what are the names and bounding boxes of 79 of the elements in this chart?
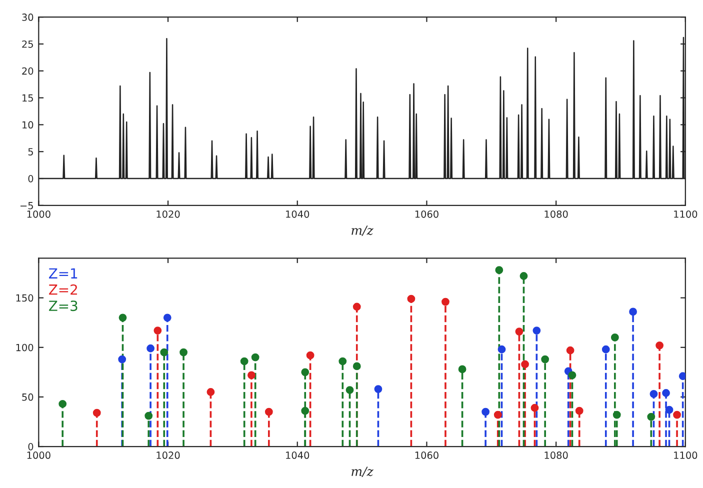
x-tick-label: 1060 bbox=[415, 452, 438, 459]
point bbox=[442, 298, 450, 306]
point bbox=[352, 362, 361, 370]
point bbox=[458, 365, 466, 374]
point bbox=[146, 344, 155, 352]
point bbox=[180, 348, 188, 356]
point bbox=[530, 404, 539, 412]
point bbox=[163, 314, 172, 322]
x-tick-label: 1000 bbox=[27, 452, 50, 459]
point bbox=[154, 326, 162, 334]
y-tick-label: −5 bbox=[20, 202, 33, 210]
point bbox=[251, 353, 260, 362]
point bbox=[650, 390, 658, 398]
x-axis-title: m/z bbox=[352, 466, 374, 478]
point bbox=[521, 360, 529, 368]
point bbox=[264, 408, 273, 416]
y-tick-label: 20 bbox=[22, 67, 34, 75]
y-tick-label: 25 bbox=[22, 40, 33, 48]
point bbox=[58, 400, 67, 408]
point bbox=[118, 314, 127, 322]
y-tick-label: 30 bbox=[22, 14, 34, 21]
point bbox=[665, 406, 674, 414]
point bbox=[144, 412, 153, 420]
point bbox=[206, 388, 215, 396]
point bbox=[520, 272, 528, 280]
point bbox=[612, 410, 621, 419]
point bbox=[566, 346, 574, 354]
y-tick-label: 0 bbox=[28, 443, 34, 450]
point bbox=[306, 351, 314, 360]
point bbox=[301, 368, 310, 376]
point bbox=[160, 348, 168, 356]
x-tick-label: 1060 bbox=[415, 210, 438, 218]
point bbox=[352, 302, 361, 311]
point bbox=[498, 345, 506, 354]
point bbox=[673, 410, 681, 419]
point bbox=[240, 357, 248, 366]
point bbox=[662, 389, 670, 397]
x-axis-title: m/z bbox=[352, 226, 374, 236]
point bbox=[541, 355, 550, 364]
y-tick-label: 100 bbox=[16, 344, 34, 352]
point bbox=[629, 308, 637, 316]
point bbox=[678, 372, 686, 380]
point bbox=[92, 408, 101, 417]
x-tick-label: 1040 bbox=[286, 452, 310, 459]
point bbox=[374, 385, 382, 393]
x-tick-label: 1080 bbox=[544, 452, 568, 459]
point bbox=[494, 410, 502, 419]
point bbox=[602, 345, 610, 354]
point bbox=[647, 412, 656, 421]
point bbox=[482, 408, 490, 416]
y-tick-label: 150 bbox=[16, 294, 34, 302]
point bbox=[575, 406, 584, 415]
x-tick-label: 1040 bbox=[286, 210, 310, 218]
point bbox=[568, 371, 576, 380]
point bbox=[656, 341, 664, 350]
y-tick-label: 15 bbox=[22, 94, 33, 102]
point bbox=[610, 334, 619, 342]
text: Z=3 bbox=[49, 300, 78, 312]
point bbox=[301, 406, 310, 415]
point bbox=[407, 294, 416, 303]
text: Z=2 bbox=[49, 284, 77, 295]
point bbox=[346, 386, 354, 394]
x-tick-label: 1020 bbox=[156, 210, 180, 218]
point bbox=[515, 328, 524, 336]
y-tick-label: 0 bbox=[28, 175, 34, 182]
text: Z=1 bbox=[49, 268, 78, 278]
x-tick-label: 1020 bbox=[156, 452, 180, 459]
point bbox=[118, 355, 126, 364]
y-tick-label: 50 bbox=[22, 393, 34, 401]
point bbox=[338, 357, 347, 366]
point bbox=[495, 266, 504, 274]
point bbox=[532, 326, 541, 334]
y-tick-label: 10 bbox=[22, 121, 34, 129]
x-tick-label: 1080 bbox=[544, 210, 568, 218]
x-tick-label: 1100 bbox=[674, 210, 698, 218]
x-tick-label: 1100 bbox=[674, 452, 698, 459]
x-tick-label: 1000 bbox=[27, 210, 50, 218]
point bbox=[247, 371, 256, 380]
y-tick-label: 5 bbox=[28, 148, 33, 156]
